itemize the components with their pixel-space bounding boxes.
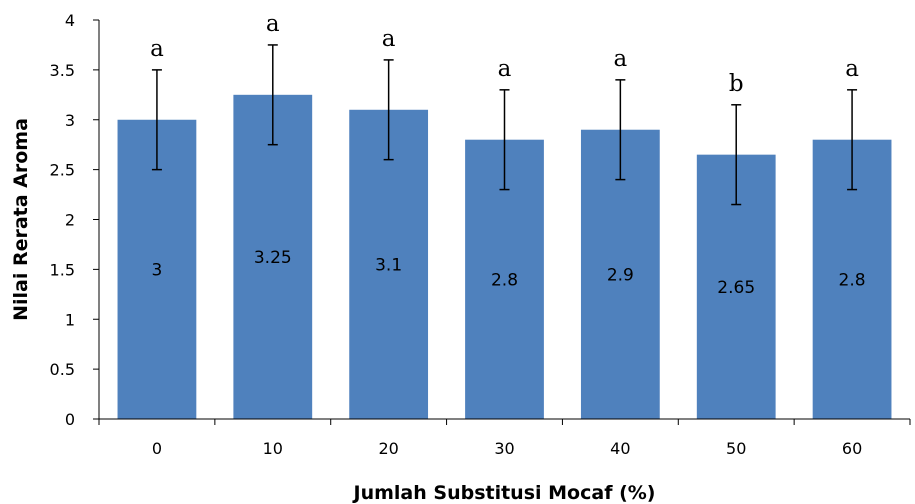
x-tick-label: 60 <box>842 439 862 458</box>
error-bar <box>847 89 858 191</box>
x-tick-label: 0 <box>152 439 162 458</box>
y-tick-label: 1 <box>65 310 75 329</box>
bar-value-label: 3 <box>152 260 163 280</box>
error-bar <box>267 44 278 146</box>
significance-letter: a <box>150 36 164 62</box>
error-bar <box>615 79 626 181</box>
y-tick-label: 2 <box>65 211 75 230</box>
significance-letter: a <box>498 56 512 82</box>
bar-value-label: 2.8 <box>839 270 866 290</box>
y-tick-label: 3.5 <box>50 61 75 80</box>
significance-letter: b <box>729 71 744 97</box>
x-axis-title: Jumlah Substitusi Mocaf (%) <box>352 482 656 504</box>
error-bar <box>151 69 162 171</box>
x-tick-label: 10 <box>263 439 283 458</box>
y-axis-ticks: 0 0.5 1 1.5 2 2.5 3 3.5 4 <box>50 11 99 429</box>
significance-letter: a <box>613 46 627 72</box>
x-tick-label: 40 <box>610 439 630 458</box>
bar-value-label: 3.25 <box>254 248 292 268</box>
x-axis-ticks: 0 10 20 30 40 50 60 <box>98 419 911 458</box>
x-tick-label: 30 <box>494 439 514 458</box>
y-tick-label: 2.5 <box>50 161 75 180</box>
significance-letter: a <box>266 11 280 37</box>
error-bars <box>151 44 858 206</box>
significance-letter: a <box>382 26 396 52</box>
error-bar <box>383 59 394 161</box>
bar <box>349 109 429 420</box>
y-tick-label: 0.5 <box>50 360 75 379</box>
y-tick-label: 1.5 <box>50 260 75 279</box>
bar-value-label: 3.1 <box>375 255 402 275</box>
y-axis-title-group: Nilai Rerata Aroma <box>10 118 32 321</box>
bar <box>233 94 313 419</box>
significance-letters: a a a a a b a <box>150 11 859 97</box>
error-bar <box>499 89 510 191</box>
y-tick-label: 4 <box>65 11 75 30</box>
bar-value-label: 2.9 <box>607 265 634 285</box>
bar-value-label: 2.8 <box>491 270 518 290</box>
bar-value-label: 2.65 <box>717 278 755 298</box>
y-tick-label: 3 <box>65 111 75 130</box>
significance-letter: a <box>845 56 859 82</box>
y-axis-title: Nilai Rerata Aroma <box>10 118 32 321</box>
x-tick-label: 20 <box>378 439 398 458</box>
x-tick-label: 50 <box>726 439 746 458</box>
y-tick-label: 0 <box>65 410 75 429</box>
bar-value-labels: 3 3.25 3.1 2.8 2.9 2.65 2.8 <box>152 248 866 298</box>
error-bar <box>731 104 742 206</box>
bars <box>117 94 892 420</box>
